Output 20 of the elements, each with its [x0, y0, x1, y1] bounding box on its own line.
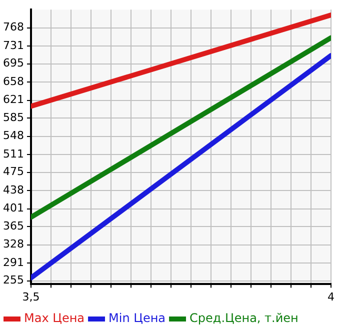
y-tick-label: 511 — [2, 147, 24, 160]
y-tick-label: 365 — [2, 219, 24, 232]
legend-label: Max Цена — [24, 311, 85, 326]
y-tick-label: 658 — [2, 74, 24, 88]
legend-label: Min Цена — [108, 311, 166, 326]
y-tick-label: 621 — [2, 93, 24, 106]
legend-label: Сред.Цена, т.йен — [190, 311, 298, 326]
y-tick-label: 475 — [2, 165, 24, 178]
y-tick-label: 438 — [2, 183, 24, 196]
x-tick-label: 3,5 — [22, 290, 40, 304]
y-tick-label: 731 — [2, 38, 24, 52]
y-tick-label: 695 — [2, 56, 24, 70]
y-tick-label: 585 — [2, 110, 24, 124]
y-tick-label: 548 — [2, 129, 24, 142]
y-tick-label: 291 — [2, 256, 24, 269]
y-tick-label: 401 — [2, 202, 24, 215]
y-tick-label: 768 — [2, 20, 24, 34]
y-tick-label: 328 — [2, 238, 24, 251]
y-tick-label: 255 — [2, 274, 24, 287]
x-tick-label: 4 — [328, 290, 334, 304]
